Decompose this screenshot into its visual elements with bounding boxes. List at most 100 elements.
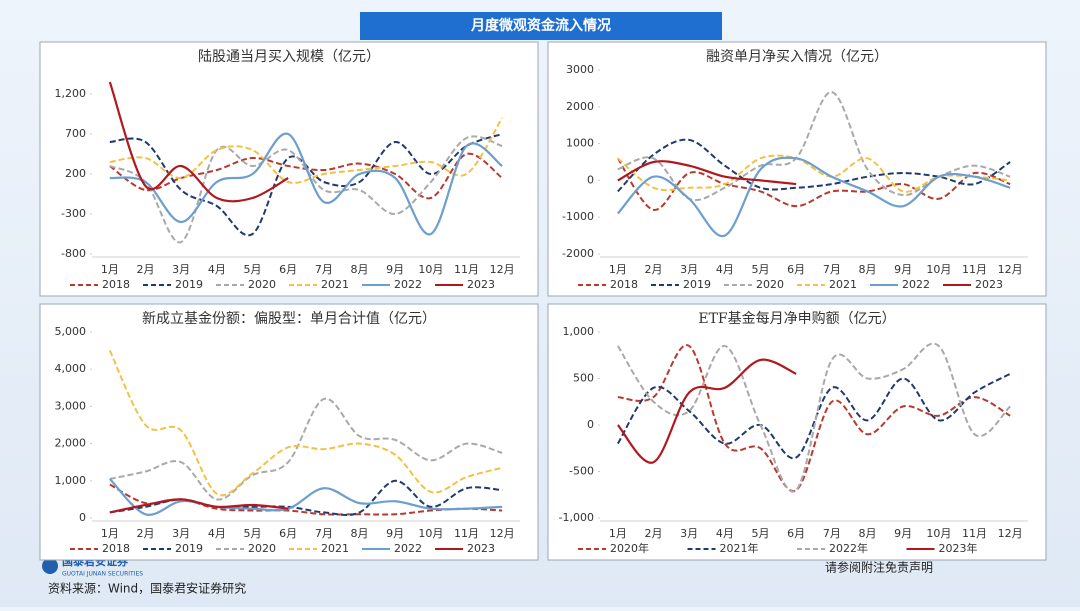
x-tick-label: 4月 xyxy=(716,263,734,276)
series-line xyxy=(617,156,1011,237)
x-tick-label: 8月 xyxy=(859,527,877,540)
y-tick-label: 1000 xyxy=(566,137,594,150)
x-tick-label: 10月 xyxy=(926,263,951,276)
series-line xyxy=(109,132,503,236)
x-tick-label: 4月 xyxy=(208,263,226,276)
legend-label: 2021 xyxy=(829,278,857,291)
series-line xyxy=(108,350,503,497)
x-tick-label: 4月 xyxy=(716,527,734,540)
x-tick-label: 8月 xyxy=(351,263,369,276)
y-tick-label: 1,000 xyxy=(55,474,87,487)
x-tick-label: 3月 xyxy=(680,263,698,276)
x-tick-label: 11月 xyxy=(454,263,479,276)
legend-label: 2021 xyxy=(321,278,349,291)
y-tick-label: -2000 xyxy=(562,247,594,260)
legend-label: 2022年 xyxy=(829,541,868,555)
x-tick-label: 1月 xyxy=(609,263,627,276)
x-tick-label: 9月 xyxy=(386,263,404,276)
x-tick-label: 4月 xyxy=(208,527,226,540)
series-line xyxy=(616,157,1011,211)
x-tick-label: 12月 xyxy=(490,263,515,276)
x-tick-label: 12月 xyxy=(998,527,1023,540)
legend-label: 2018 xyxy=(102,542,130,555)
series-line xyxy=(617,160,797,186)
legend-label: 2020 xyxy=(248,278,276,291)
series-line xyxy=(616,358,797,464)
y-tick-label: 0 xyxy=(587,173,594,186)
x-tick-label: 10月 xyxy=(418,527,443,540)
x-tick-label: 2月 xyxy=(137,263,155,276)
series-line xyxy=(108,81,289,203)
x-tick-label: 7月 xyxy=(315,527,333,540)
x-tick-label: 5月 xyxy=(244,263,262,276)
x-tick-label: 10月 xyxy=(418,263,443,276)
x-tick-label: 10月 xyxy=(926,527,951,540)
chart-title: 融资单月净买入情况（亿元） xyxy=(706,49,888,65)
series-line xyxy=(109,498,289,514)
disclaimer: 请参阅附注免责声明 xyxy=(825,560,933,575)
x-tick-label: 6月 xyxy=(279,263,297,276)
x-tick-label: 3月 xyxy=(680,527,698,540)
panel xyxy=(39,303,539,561)
legend-label: 2022 xyxy=(902,278,930,291)
x-tick-label: 9月 xyxy=(894,527,912,540)
x-tick-label: 8月 xyxy=(351,527,369,540)
x-tick-label: 11月 xyxy=(962,527,987,540)
panel xyxy=(547,41,1047,297)
x-tick-label: 6月 xyxy=(279,527,297,540)
legend-label: 2019 xyxy=(175,278,203,291)
legend-label: 2023 xyxy=(975,278,1003,291)
x-tick-label: 11月 xyxy=(962,263,987,276)
series-line xyxy=(109,133,503,237)
x-tick-label: 3月 xyxy=(172,527,190,540)
panel xyxy=(547,303,1047,561)
logo-en: GUOTAI JUNAN SECURITIES xyxy=(62,571,143,578)
x-tick-label: 7月 xyxy=(823,263,841,276)
legend-label: 2023年 xyxy=(939,541,978,555)
legend-label: 2022 xyxy=(394,542,422,555)
y-tick-label: 2,000 xyxy=(55,437,87,450)
x-tick-label: 5月 xyxy=(752,527,770,540)
series-line xyxy=(616,342,1011,493)
y-tick-label: 4,000 xyxy=(55,362,87,375)
legend-label: 2023 xyxy=(467,542,495,555)
x-tick-label: 2月 xyxy=(645,263,663,276)
x-tick-label: 5月 xyxy=(244,527,262,540)
y-tick-label: 500 xyxy=(573,372,594,385)
series-line xyxy=(109,479,503,516)
y-tick-label: 2000 xyxy=(566,100,594,113)
y-tick-label: 200 xyxy=(65,167,86,180)
legend-label: 2022 xyxy=(394,278,422,291)
legend-label: 2021 xyxy=(321,542,349,555)
x-tick-label: 1月 xyxy=(609,527,627,540)
series-line xyxy=(617,344,1011,492)
legend-label: 2019 xyxy=(175,542,203,555)
legend-label: 2020 xyxy=(756,278,784,291)
x-tick-label: 9月 xyxy=(894,263,912,276)
x-tick-label: 2月 xyxy=(137,527,155,540)
y-tick-label: -800 xyxy=(61,247,86,260)
x-tick-label: 7月 xyxy=(315,263,333,276)
logo-icon xyxy=(42,558,58,574)
legend-label: 2023 xyxy=(467,278,495,291)
y-tick-label: 3,000 xyxy=(55,399,87,412)
series-line xyxy=(616,372,1011,460)
x-tick-label: 7月 xyxy=(823,527,841,540)
x-tick-label: 9月 xyxy=(386,527,404,540)
source: 资料来源：Wind，国泰君安证券研究 xyxy=(48,581,246,596)
x-tick-label: 1月 xyxy=(101,527,119,540)
series-line xyxy=(109,478,503,516)
y-tick-label: -500 xyxy=(569,465,594,478)
x-tick-label: 12月 xyxy=(490,527,515,540)
chart-title: 陆股通当月买入规模（亿元） xyxy=(198,49,380,65)
series-line xyxy=(109,397,503,501)
x-tick-label: 6月 xyxy=(787,527,805,540)
y-tick-label: 0 xyxy=(587,418,594,431)
x-tick-label: 1月 xyxy=(101,263,119,276)
y-tick-label: 0 xyxy=(79,511,86,524)
y-tick-label: 1,200 xyxy=(55,87,87,100)
legend-label: 2021年 xyxy=(720,541,759,555)
series-line xyxy=(109,135,503,244)
series-line xyxy=(109,117,504,184)
legend-label: 2018 xyxy=(610,278,638,291)
